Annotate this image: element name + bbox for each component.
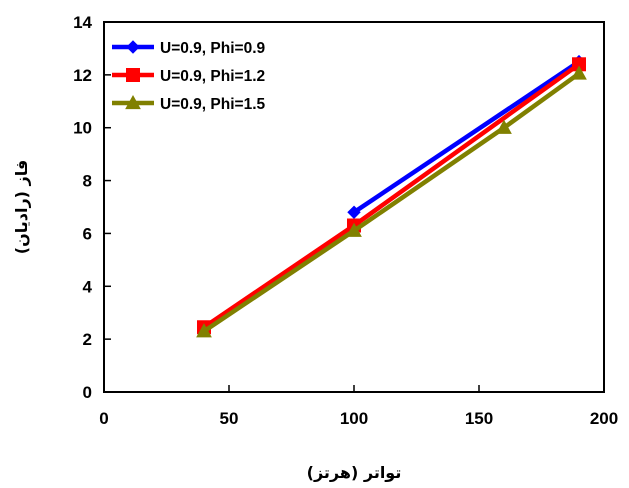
- y-axis-title: فاز (رادیان): [12, 160, 31, 254]
- legend-marker-square: [126, 68, 140, 82]
- legend-label-1: U=0.9, Phi=0.9: [160, 40, 265, 57]
- y-tick-label: 0: [83, 383, 92, 402]
- x-tick-label: 200: [590, 409, 618, 428]
- y-tick-label: 2: [83, 330, 92, 349]
- legend-marker-diamond: [126, 40, 140, 54]
- legend-marker-triangle: [125, 94, 141, 110]
- data-point-triangle: [196, 323, 212, 338]
- x-tick-label: 150: [465, 409, 493, 428]
- data-point-triangle: [496, 119, 512, 134]
- x-axis-title: تواتر (هرتز): [307, 463, 402, 482]
- y-tick-label: 6: [83, 224, 92, 243]
- data-point-triangle: [346, 222, 362, 237]
- series-line-3: [202, 71, 581, 334]
- axis-ticks: 0 50 100 150 200 0 2 4 6 8 10 12 14: [73, 13, 618, 428]
- y-tick-label: 8: [83, 172, 92, 191]
- y-tick-label: 10: [73, 119, 92, 138]
- series-group: [196, 54, 587, 338]
- x-tick-label: 50: [220, 409, 239, 428]
- x-tick-label: 0: [99, 409, 108, 428]
- legend-label-2: U=0.9, Phi=1.2: [160, 68, 265, 85]
- y-tick-label: 4: [83, 277, 93, 296]
- y-tick-label: 14: [73, 13, 92, 32]
- data-point-diamond: [347, 205, 361, 219]
- legend: U=0.9, Phi=0.9 U=0.9, Phi=1.2 U=0.9, Phi=1…: [112, 40, 265, 113]
- data-point-triangle: [571, 65, 587, 80]
- x-tick-label: 100: [340, 409, 368, 428]
- y-tick-label: 12: [73, 66, 92, 85]
- legend-label-3: U=0.9, Phi=1.5: [160, 96, 265, 113]
- series-line-1: [352, 59, 581, 215]
